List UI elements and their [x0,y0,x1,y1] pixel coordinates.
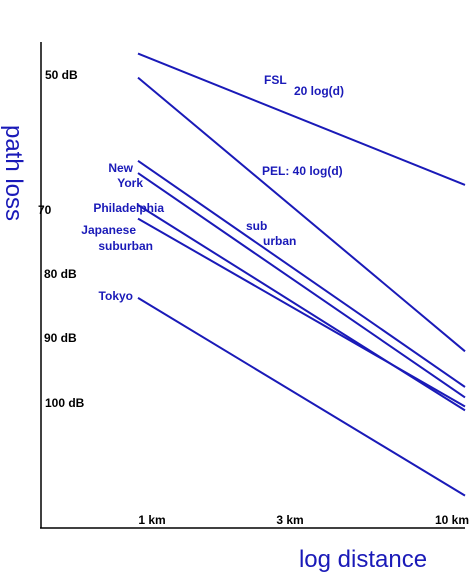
series-label-suburban: suburban [98,239,153,253]
series-label-japanese: Japanese [81,223,136,237]
series-line-pel-40-log-d [137,76,466,353]
series-label-york: York [117,176,143,190]
y-tick-label-70: 70 [38,203,52,217]
series-label-fsl: FSL [264,73,287,87]
series-line-philadelphia [137,204,466,412]
series-label-new: New [108,161,133,175]
series-line-new-york [137,159,466,388]
y-tick-label-100: 100 dB [45,396,85,410]
series-line-tokyo [137,297,466,497]
series-line-fsl [137,52,466,186]
y-tick-label-90: 90 dB [44,331,77,345]
x-tick-label-1-km: 1 km [138,513,165,527]
series-label-sub: sub [246,219,267,233]
y-tick-label-50: 50 dB [45,68,78,82]
series-label-urban: urban [263,234,296,248]
x-tick-label-3-km: 3 km [276,513,303,527]
series-label-tokyo: Tokyo [99,289,133,303]
series-label-philadelphia: Philadelphia [93,201,164,215]
x-tick-labels: 1 km 3 km 10 km [138,513,469,527]
y-axis-title: path loss [0,125,27,221]
x-axis-title: log distance [299,546,427,573]
series-lines [137,52,466,497]
series-line-sub-urban [137,172,466,399]
series-label-pel-40-log-d: PEL: 40 log(d) [262,164,343,178]
y-tick-labels: 50 dB 70 80 dB 90 dB 100 dB [38,68,85,410]
y-tick-label-80: 80 dB [44,267,77,281]
x-tick-label-10-km: 10 km [435,513,469,527]
series-line-japanese-suburban [137,217,466,408]
series-label-20-log-d: 20 log(d) [294,84,344,98]
